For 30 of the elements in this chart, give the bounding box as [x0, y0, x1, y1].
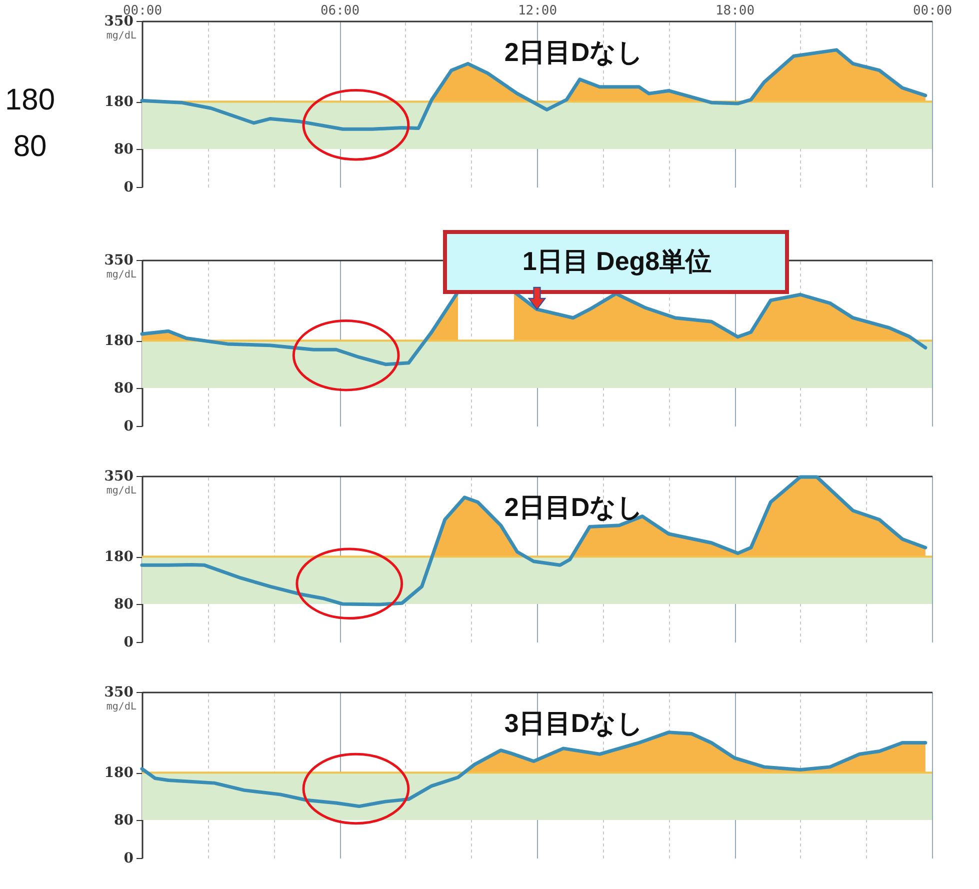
y-tick-label: 80	[114, 812, 134, 829]
x-tick-label: 12:00	[518, 4, 558, 18]
annotation: 3日目Dなし	[504, 708, 644, 738]
line-series	[140, 475, 928, 606]
annotation: 2日目Dなし	[504, 37, 644, 67]
y-axis-title: mg/dL	[106, 486, 136, 496]
text: 80	[13, 130, 47, 164]
annotation: 2日目Dなし	[504, 492, 644, 522]
x-tick-label: 18:00	[715, 4, 755, 18]
text: 180	[4, 84, 56, 117]
y-tick-label: 0	[124, 850, 134, 866]
y-tick-label: 180	[104, 765, 134, 782]
y-tick-label: 180	[104, 549, 134, 566]
y-tick-label: 80	[114, 596, 134, 613]
x-tick-label: 06:00	[320, 4, 360, 18]
y-tick-label: 0	[124, 180, 134, 196]
y-tick-label: 0	[124, 418, 134, 434]
y-tick-label: 350	[104, 252, 134, 268]
y-axis-title: mg/dL	[106, 30, 136, 42]
y-tick-label: 80	[114, 142, 134, 158]
y-tick-label: 180	[104, 94, 134, 110]
y-tick-label: 80	[114, 380, 134, 397]
annotation: 1日目 Deg8単位	[522, 246, 712, 276]
y-tick-label: 350	[104, 684, 134, 700]
y-tick-label: 0	[124, 634, 134, 650]
y-axis-title: mg/dL	[106, 702, 136, 712]
y-tick-label: 350	[104, 468, 134, 484]
x-tick-label: 00:00	[912, 4, 952, 18]
y-tick-label: 180	[104, 333, 134, 350]
y-axis-title: mg/dL	[106, 270, 136, 280]
